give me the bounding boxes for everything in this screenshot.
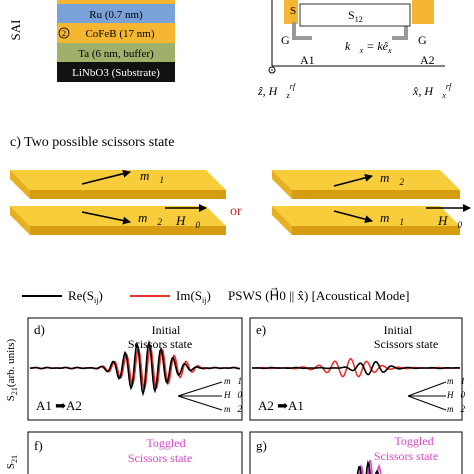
s12-bar	[299, 3, 411, 27]
device-schematic: S S12 G G k⃗x = kêx A1 A2 ẑ, H⃗zrf x̂, H…	[257, 0, 453, 100]
panel-e-re-trace	[252, 360, 461, 376]
panel-f-frame	[27, 431, 243, 474]
svg-text:m⃗1: m⃗1	[224, 376, 242, 386]
slab-right-top-face	[272, 170, 460, 190]
slab-left-bottom-face	[10, 206, 226, 226]
layer-cofeb-index-icon	[58, 27, 70, 39]
layer-ta	[57, 43, 175, 62]
panel-f: f) Toggled Scissors state S21	[5, 431, 243, 474]
m2-left-label: m⃗2	[138, 210, 163, 227]
a2-label: A2	[420, 53, 435, 67]
panel-e-frame	[249, 317, 463, 421]
a1-label: A1	[300, 53, 315, 67]
svg-text:m⃗2: m⃗2	[447, 404, 466, 414]
panel-e-direction: A2 ➡A1	[258, 398, 304, 413]
panel-d-state-2: Scissors state	[128, 337, 192, 351]
slabs-left: m⃗1 m⃗2 H⃗0	[10, 168, 226, 235]
panel-e-state-2: Scissors state	[374, 337, 438, 351]
panel-f-ylabel: S21	[5, 455, 19, 469]
panel-g-state-1: Toggled	[394, 434, 433, 448]
layer-cofeb	[57, 23, 175, 43]
panel-d-re-trace	[30, 339, 241, 397]
svg-text:m⃗1: m⃗1	[447, 376, 465, 386]
left-electrode	[284, 0, 298, 24]
axis-x-label: x̂, H⃗xrf	[412, 82, 453, 100]
panel-d: d) Initial Scissors state S21(arb. units…	[5, 317, 243, 421]
panel-c-title: c) Two possible scissors state	[10, 135, 174, 150]
slabs-right: m⃗2 m⃗1 H⃗0	[272, 170, 471, 235]
h0-right-label: H⃗0	[437, 213, 463, 230]
k-equation: k⃗x = kêx	[345, 39, 392, 55]
m1-left-label: m⃗1	[140, 168, 164, 185]
or-text: or	[230, 204, 242, 219]
panel-d-ylabel: S21(arb. units)	[5, 338, 19, 401]
panel-e: e) Initial Scissors state A2 ➡A1 m⃗1 H⃗0…	[249, 317, 466, 421]
layer-substrate-label: LiNbO3 (Substrate)	[72, 67, 160, 79]
origin-icon	[268, 66, 276, 74]
panel-d-frame	[27, 317, 243, 421]
panel-g-id: g)	[256, 438, 267, 453]
panel-e-inset: m⃗1 H⃗0 m⃗2	[407, 376, 466, 414]
layer-cofeb-index: 2	[62, 29, 66, 38]
ground-right	[392, 22, 408, 40]
layer-cofeb-label: CoFeB (17 nm)	[85, 28, 154, 40]
right-electrode	[412, 0, 434, 24]
m2-left-arrow	[81, 211, 131, 225]
layer-substrate	[57, 62, 175, 82]
svg-text:H⃗0: H⃗0	[446, 390, 466, 400]
legend-psws: PSWS (H⃗0 || x̂) [Acoustical Mode]	[228, 288, 409, 303]
svg-text:m⃗2: m⃗2	[224, 404, 243, 414]
panel-g-re-trace	[356, 460, 380, 474]
m2-right-arrow	[333, 173, 373, 187]
layer-top-sliver	[57, 0, 175, 4]
m2-right-label: m⃗2	[380, 170, 405, 187]
ground-left	[292, 22, 312, 40]
h0-left-label: H⃗0	[175, 213, 201, 230]
m1-right-label: m⃗1	[380, 210, 404, 227]
panel-g: g) Toggled Scissors state	[249, 431, 463, 474]
slab-left-top-face	[10, 170, 226, 190]
s-label-left: S	[290, 5, 296, 17]
layer-ta-label: Ta (6 nm, buffer)	[78, 48, 154, 60]
sai-label: SAI	[8, 20, 23, 41]
panel-f-state-2: Scissors state	[128, 451, 192, 465]
panel-g-state-2: Scissors state	[374, 449, 438, 463]
panel-d-direction: A1 ➡A2	[36, 398, 82, 413]
panel-e-id: e)	[256, 322, 266, 337]
layer-ru	[57, 4, 175, 23]
m1-left-arrow	[81, 169, 131, 185]
panel-f-id: f)	[34, 438, 43, 453]
legend: Re(Sij) Im(Sij) PSWS (H⃗0 || x̂) [Acoust…	[22, 288, 409, 305]
panel-d-id: d)	[34, 322, 45, 337]
axis-z-label: ẑ, H⃗zrf	[257, 82, 297, 100]
legend-im-label: Im(Sij)	[176, 288, 211, 305]
slab-right-bottom-face	[272, 206, 460, 226]
panel-e-state-1: Initial	[384, 323, 413, 337]
panel-d-state-1: Initial	[152, 323, 181, 337]
layer-ru-label: Ru (0.7 nm)	[89, 9, 143, 21]
m1-right-arrow	[333, 210, 373, 224]
panel-f-state-1: Toggled	[146, 436, 185, 450]
panel-g-frame	[249, 431, 463, 474]
layer-stack: SAI Ru (0.7 nm) 2 CoFeB (17 nm) Ta (6 nm…	[8, 0, 175, 82]
g-left: G	[281, 33, 290, 47]
legend-re-label: Re(Sij)	[68, 288, 103, 305]
g-right: G	[418, 33, 427, 47]
panel-d-inset: m⃗1 H⃗0 m⃗2	[177, 376, 243, 414]
svg-text:H⃗0: H⃗0	[223, 390, 243, 400]
